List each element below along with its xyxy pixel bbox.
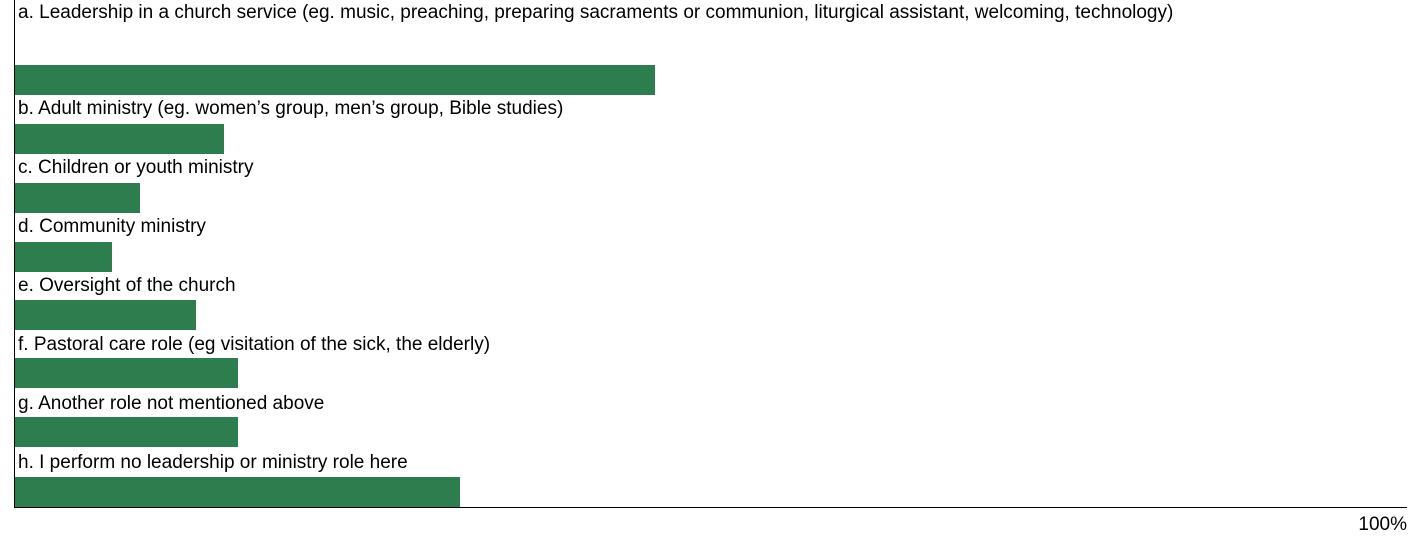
- category-label-b: b. Adult ministry (eg. women’s group, me…: [18, 98, 1408, 120]
- category-label-d: d. Community ministry: [18, 216, 1408, 238]
- category-label-e: e. Oversight of the church: [18, 275, 1408, 297]
- x-axis-line: [14, 507, 1407, 508]
- bar-c: [15, 183, 140, 213]
- bar-a: [15, 65, 655, 95]
- category-label-h: h. I perform no leadership or ministry r…: [18, 452, 1408, 474]
- x-tick-label-100: 100%: [1307, 514, 1407, 536]
- bar-e: [15, 300, 196, 330]
- category-label-c: c. Children or youth ministry: [18, 157, 1408, 179]
- bar-b: [15, 124, 224, 154]
- bar-f: [15, 358, 238, 388]
- bar-g: [15, 417, 238, 447]
- bar-h: [15, 477, 460, 507]
- category-label-g: g. Another role not mentioned above: [18, 393, 1408, 415]
- category-label-f: f. Pastoral care role (eg visitation of …: [18, 334, 1408, 356]
- category-label-a: a. Leadership in a church service (eg. m…: [18, 2, 1408, 24]
- bar-d: [15, 242, 112, 272]
